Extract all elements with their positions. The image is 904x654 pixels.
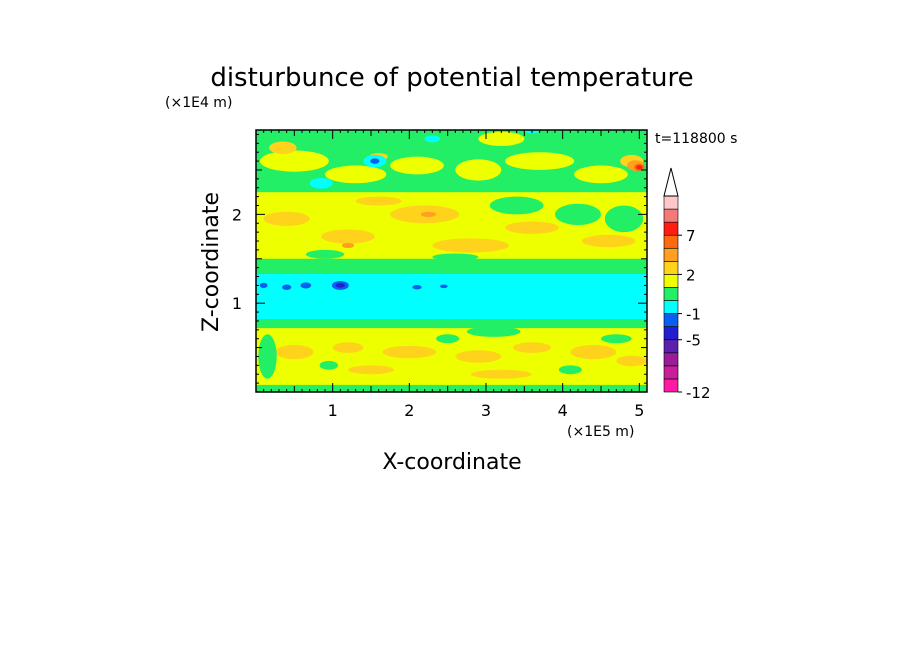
- colorbar-swatch: [663, 195, 679, 210]
- top-warm-patch: [325, 165, 387, 184]
- warm-patch: [275, 344, 314, 360]
- y-tick-label: 1: [232, 294, 242, 313]
- colorbar-swatch: [663, 326, 679, 341]
- green-intrusion: [604, 205, 644, 233]
- top-warm-patch: [478, 131, 525, 146]
- colorbar-swatch: [663, 247, 679, 262]
- green-pocket: [258, 334, 277, 379]
- colorbar-label: -5: [686, 332, 701, 350]
- colorbar-swatch: [663, 261, 679, 275]
- warm-patch: [455, 350, 502, 363]
- top-cool-eddy: [309, 177, 333, 189]
- green-pocket: [436, 334, 460, 344]
- y-axis: 12: [232, 133, 647, 384]
- colorbar-label: 2: [686, 266, 696, 284]
- colorbar-label: 7: [686, 227, 696, 245]
- x-tick-label: 1: [328, 401, 338, 420]
- warm-streak: [581, 234, 636, 248]
- warm-patch: [348, 365, 394, 375]
- warm-patch: [570, 344, 617, 360]
- colorbar: -12-5-127: [663, 167, 711, 402]
- x-tick-label: 2: [404, 401, 414, 420]
- green-intrusion: [432, 253, 479, 261]
- green-pocket: [466, 326, 521, 337]
- warm-patch: [616, 355, 647, 367]
- warm-streak: [355, 196, 402, 206]
- cold-core: [300, 282, 312, 289]
- colorbar-label: -1: [686, 306, 701, 324]
- top-cold-core: [370, 158, 380, 164]
- x-tick-label: 4: [558, 401, 568, 420]
- colorbar-swatch: [663, 313, 679, 327]
- cold-core: [282, 284, 292, 290]
- warm-streak: [432, 238, 509, 253]
- time-label: t=118800 s: [655, 131, 737, 147]
- top-hot-core: [636, 165, 643, 170]
- warm-core: [341, 242, 355, 249]
- top-warm-patch: [574, 165, 628, 184]
- colorbar-swatch: [663, 339, 679, 354]
- top-cool-eddy: [424, 135, 441, 143]
- y-tick-label: 2: [232, 205, 242, 224]
- colorbar-swatch: [663, 365, 679, 380]
- top-warm-patch: [455, 159, 502, 181]
- x-axis-label: X-coordinate: [382, 450, 521, 475]
- green-intrusion: [489, 196, 544, 215]
- colorbar-swatch: [663, 234, 679, 249]
- x-tick-label: 3: [481, 401, 491, 420]
- colorbar-swatch: [663, 287, 679, 301]
- x-scale-label: (×1E5 m): [567, 424, 634, 440]
- green-pocket: [558, 365, 582, 375]
- top-warm-patch: [390, 156, 444, 175]
- warm-patch: [382, 345, 437, 359]
- warm-patch: [332, 342, 364, 353]
- top-orange-patch: [269, 141, 297, 154]
- plot-frame: [255, 129, 648, 393]
- colorbar-label: -12: [686, 384, 711, 402]
- colorbar-extend-arrow: [663, 167, 679, 197]
- warm-streak: [505, 221, 559, 234]
- warm-patch: [512, 342, 552, 353]
- contour-field: [256, 130, 647, 392]
- green-pocket: [319, 360, 339, 370]
- colorbar-swatch: [663, 352, 679, 367]
- band-cool: [256, 273, 647, 320]
- cold-core: [335, 283, 345, 288]
- x-axis: 1 2 3 4 5: [263, 130, 648, 420]
- y-scale-label: (×1E4 m): [165, 95, 232, 111]
- warm-core: [420, 211, 437, 218]
- top-warm-patch: [259, 150, 329, 172]
- chart-title: disturbunce of potential temperature: [210, 63, 693, 93]
- warm-patch: [470, 369, 532, 379]
- colorbar-swatch: [663, 274, 679, 288]
- band-lower-green: [256, 319, 647, 329]
- colorbar-swatch: [663, 378, 679, 393]
- green-intrusion: [555, 203, 601, 226]
- warm-streak: [321, 229, 375, 244]
- colorbar-swatch: [663, 208, 679, 223]
- band-mid-green: [256, 258, 647, 274]
- green-intrusion: [305, 249, 345, 259]
- warm-streak: [263, 211, 310, 226]
- cold-core: [412, 284, 422, 290]
- top-warm-patch: [505, 152, 575, 170]
- x-tick-label: 5: [634, 401, 644, 420]
- cold-core: [259, 282, 268, 289]
- colorbar-swatch: [663, 221, 679, 236]
- green-pocket: [601, 334, 632, 344]
- colorbar-swatch: [663, 300, 679, 314]
- cold-core: [440, 284, 448, 289]
- y-axis-label: Z-coordinate: [199, 192, 224, 332]
